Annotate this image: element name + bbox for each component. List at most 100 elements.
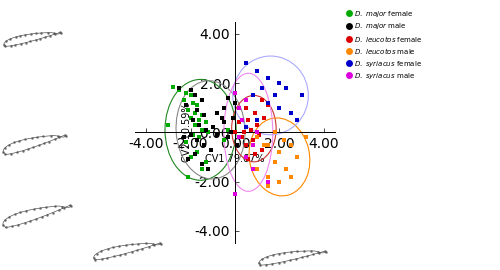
Point [260,115,268,120]
Point [2,225,10,229]
Point [0,150,7,154]
Point [251,152,259,157]
Point [193,137,201,142]
Point [264,76,272,80]
Point [198,167,205,171]
Point [28,136,36,140]
Point [314,251,322,255]
Point [220,106,228,110]
Point [116,253,124,257]
Point [38,215,46,219]
Point [198,98,205,103]
Point [218,115,226,120]
Point [32,217,40,221]
Point [98,257,106,261]
Point [202,120,210,125]
Point [14,223,22,227]
Point [138,247,146,251]
Point [182,140,190,144]
Point [11,212,19,217]
Point [275,251,283,256]
Point [255,261,263,265]
Point [156,241,164,245]
Point [44,31,52,35]
Point [286,258,294,262]
Point [150,243,158,247]
Point [193,150,201,154]
Point [36,36,44,41]
Point [253,167,261,171]
Point [271,93,279,97]
Point [282,86,290,90]
Point [186,115,194,120]
Point [240,130,248,134]
Point [220,137,228,142]
Point [236,135,244,139]
Point [275,261,283,265]
Point [48,210,56,215]
Point [213,133,221,137]
Point [193,108,201,112]
Point [36,206,44,210]
Point [24,147,32,151]
Point [238,118,246,122]
Point [17,42,25,46]
Point [21,137,29,141]
Point [1,146,9,150]
Point [21,221,29,225]
Point [249,93,257,97]
Point [258,98,266,103]
Point [6,37,14,41]
Point [246,128,254,132]
Point [276,179,283,184]
Point [50,32,58,36]
Point [253,69,261,73]
Point [213,110,221,115]
Point [253,123,261,127]
Point [282,167,290,171]
Point [224,135,232,139]
Point [271,160,279,164]
Point [303,254,311,258]
Point [32,31,40,36]
Point [231,101,239,105]
Point [92,258,100,262]
Point [191,123,199,127]
Point [133,248,141,252]
Point [16,34,24,38]
Point [249,143,257,147]
Point [260,143,268,147]
Point [26,39,34,43]
Point [184,108,192,112]
Point [104,256,112,260]
Point [198,128,205,132]
Point [186,93,194,97]
Point [253,135,261,139]
Point [253,118,261,122]
Point [251,110,259,115]
Point [169,85,177,89]
Point [54,134,62,138]
Point [206,147,214,152]
Point [5,143,13,147]
Point [198,113,205,117]
Point [249,137,257,142]
Point [286,143,294,147]
Point [196,123,203,127]
Point [242,98,250,103]
Point [189,118,197,122]
Point [5,215,13,219]
Y-axis label: CV2 10.59%: CV2 10.59% [182,103,192,162]
Point [300,249,308,253]
Point [40,134,48,139]
Point [200,143,208,147]
Point [189,133,197,137]
Point [8,224,16,228]
Point [256,263,264,267]
Point [264,101,272,105]
Point [193,103,201,107]
Point [276,106,283,110]
Point [144,245,152,249]
Point [220,120,228,125]
Point [200,143,208,147]
